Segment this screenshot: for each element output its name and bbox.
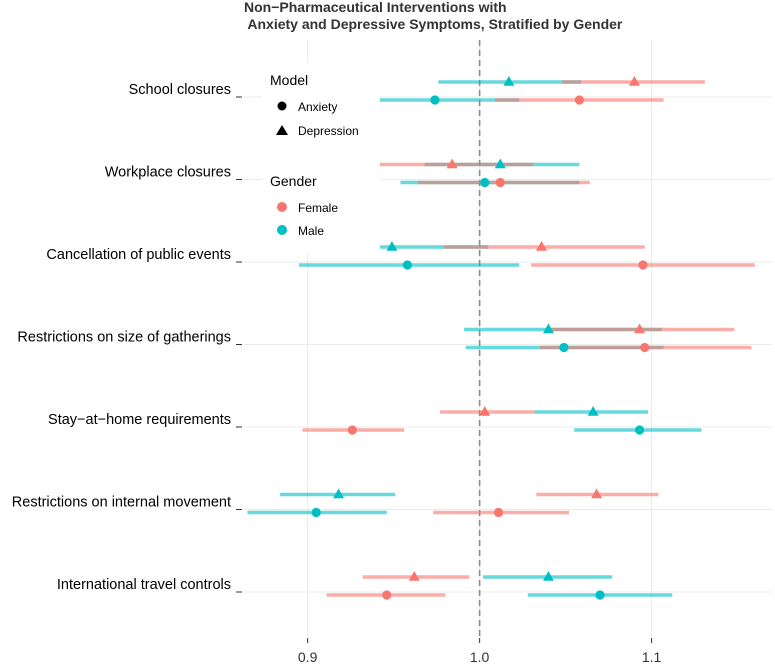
point-male-anxiety-international-travel-controls [595,590,605,600]
point-male-anxiety-restrictions-on-internal-movement [311,507,321,518]
legend-male-label: Male [298,224,324,238]
axis-layer: School closures Workplace closures Cancell… [12,82,662,665]
point-male-anxiety-workplace-closures [480,177,490,188]
legend-anxiety-label: Anxiety [298,100,337,114]
legend-model-title: Model [270,72,308,88]
point-female-depression-restrictions-on-internal-movement [591,488,603,499]
point-female-depression-school-closures [628,76,640,86]
category-label-international-travel-controls: International travel controls [57,577,231,593]
category-label-workplace-closures: Workplace closures [105,165,231,181]
point-female-depression-international-travel-controls [408,571,420,581]
legend-gender-title: Gender [270,173,317,189]
category-label-restrictions-on-size-of-gatherings: Restrictions on size of gatherings [17,330,231,346]
point-male-depression-restrictions-on-size-of-gatherings [542,323,554,334]
point-male-depression-international-travel-controls [542,571,554,581]
point-female-depression-workplace-closures [446,158,458,169]
point-female-anxiety-cancellation-of-public-events [638,260,648,270]
legend-anxiety-circle-icon [277,101,287,111]
point-female-anxiety-restrictions-on-size-of-gatherings [640,342,650,353]
legend-female-label: Female [298,201,338,215]
category-label-cancellation-of-public-events: Cancellation of public events [46,247,231,263]
point-male-depression-cancellation-of-public-events [386,241,398,251]
point-male-depression-school-closures [503,76,515,86]
point-female-depression-cancellation-of-public-events [536,241,548,251]
legend-depression-triangle-icon [276,125,288,135]
x-tick-label-0-9: 0.9 [298,649,318,665]
category-label-stay-at-home-requirements: Stay−at−home requirements [48,412,231,428]
legend-background [262,62,380,252]
category-label-school-closures: School closures [129,82,231,98]
point-female-depression-restrictions-on-size-of-gatherings [634,323,646,334]
legend-female-swatch [277,202,287,212]
point-female-anxiety-international-travel-controls [382,590,392,600]
legend-depression-label: Depression [298,124,359,138]
point-male-depression-workplace-closures [494,158,506,169]
x-tick-label-1: 1.0 [470,649,490,665]
legend-male-swatch [277,225,287,235]
marks-layer [247,76,755,600]
legend: Model Anxiety Depression Gender Female M… [262,62,380,252]
point-male-anxiety-restrictions-on-size-of-gatherings [559,342,569,353]
point-male-depression-restrictions-on-internal-movement [333,488,345,499]
point-male-depression-stay-at-home-requirements [587,406,599,416]
point-female-depression-stay-at-home-requirements [479,406,491,416]
point-female-anxiety-workplace-closures [495,177,505,188]
point-male-anxiety-cancellation-of-public-events [402,260,412,270]
category-label-restrictions-on-internal-movement: Restrictions on internal movement [12,495,231,511]
x-tick-label-1-1: 1.1 [642,649,662,665]
point-male-anxiety-school-closures [430,95,440,105]
chart-title-line1: Non−Pharmaceutical Interventions with [244,0,507,15]
point-female-anxiety-stay-at-home-requirements [347,425,357,435]
point-female-anxiety-school-closures [574,95,584,105]
point-male-anxiety-stay-at-home-requirements [634,425,645,435]
chart-title-line2: Anxiety and Depressive Symptoms, Stratif… [244,16,623,32]
point-female-anxiety-restrictions-on-internal-movement [493,507,504,518]
